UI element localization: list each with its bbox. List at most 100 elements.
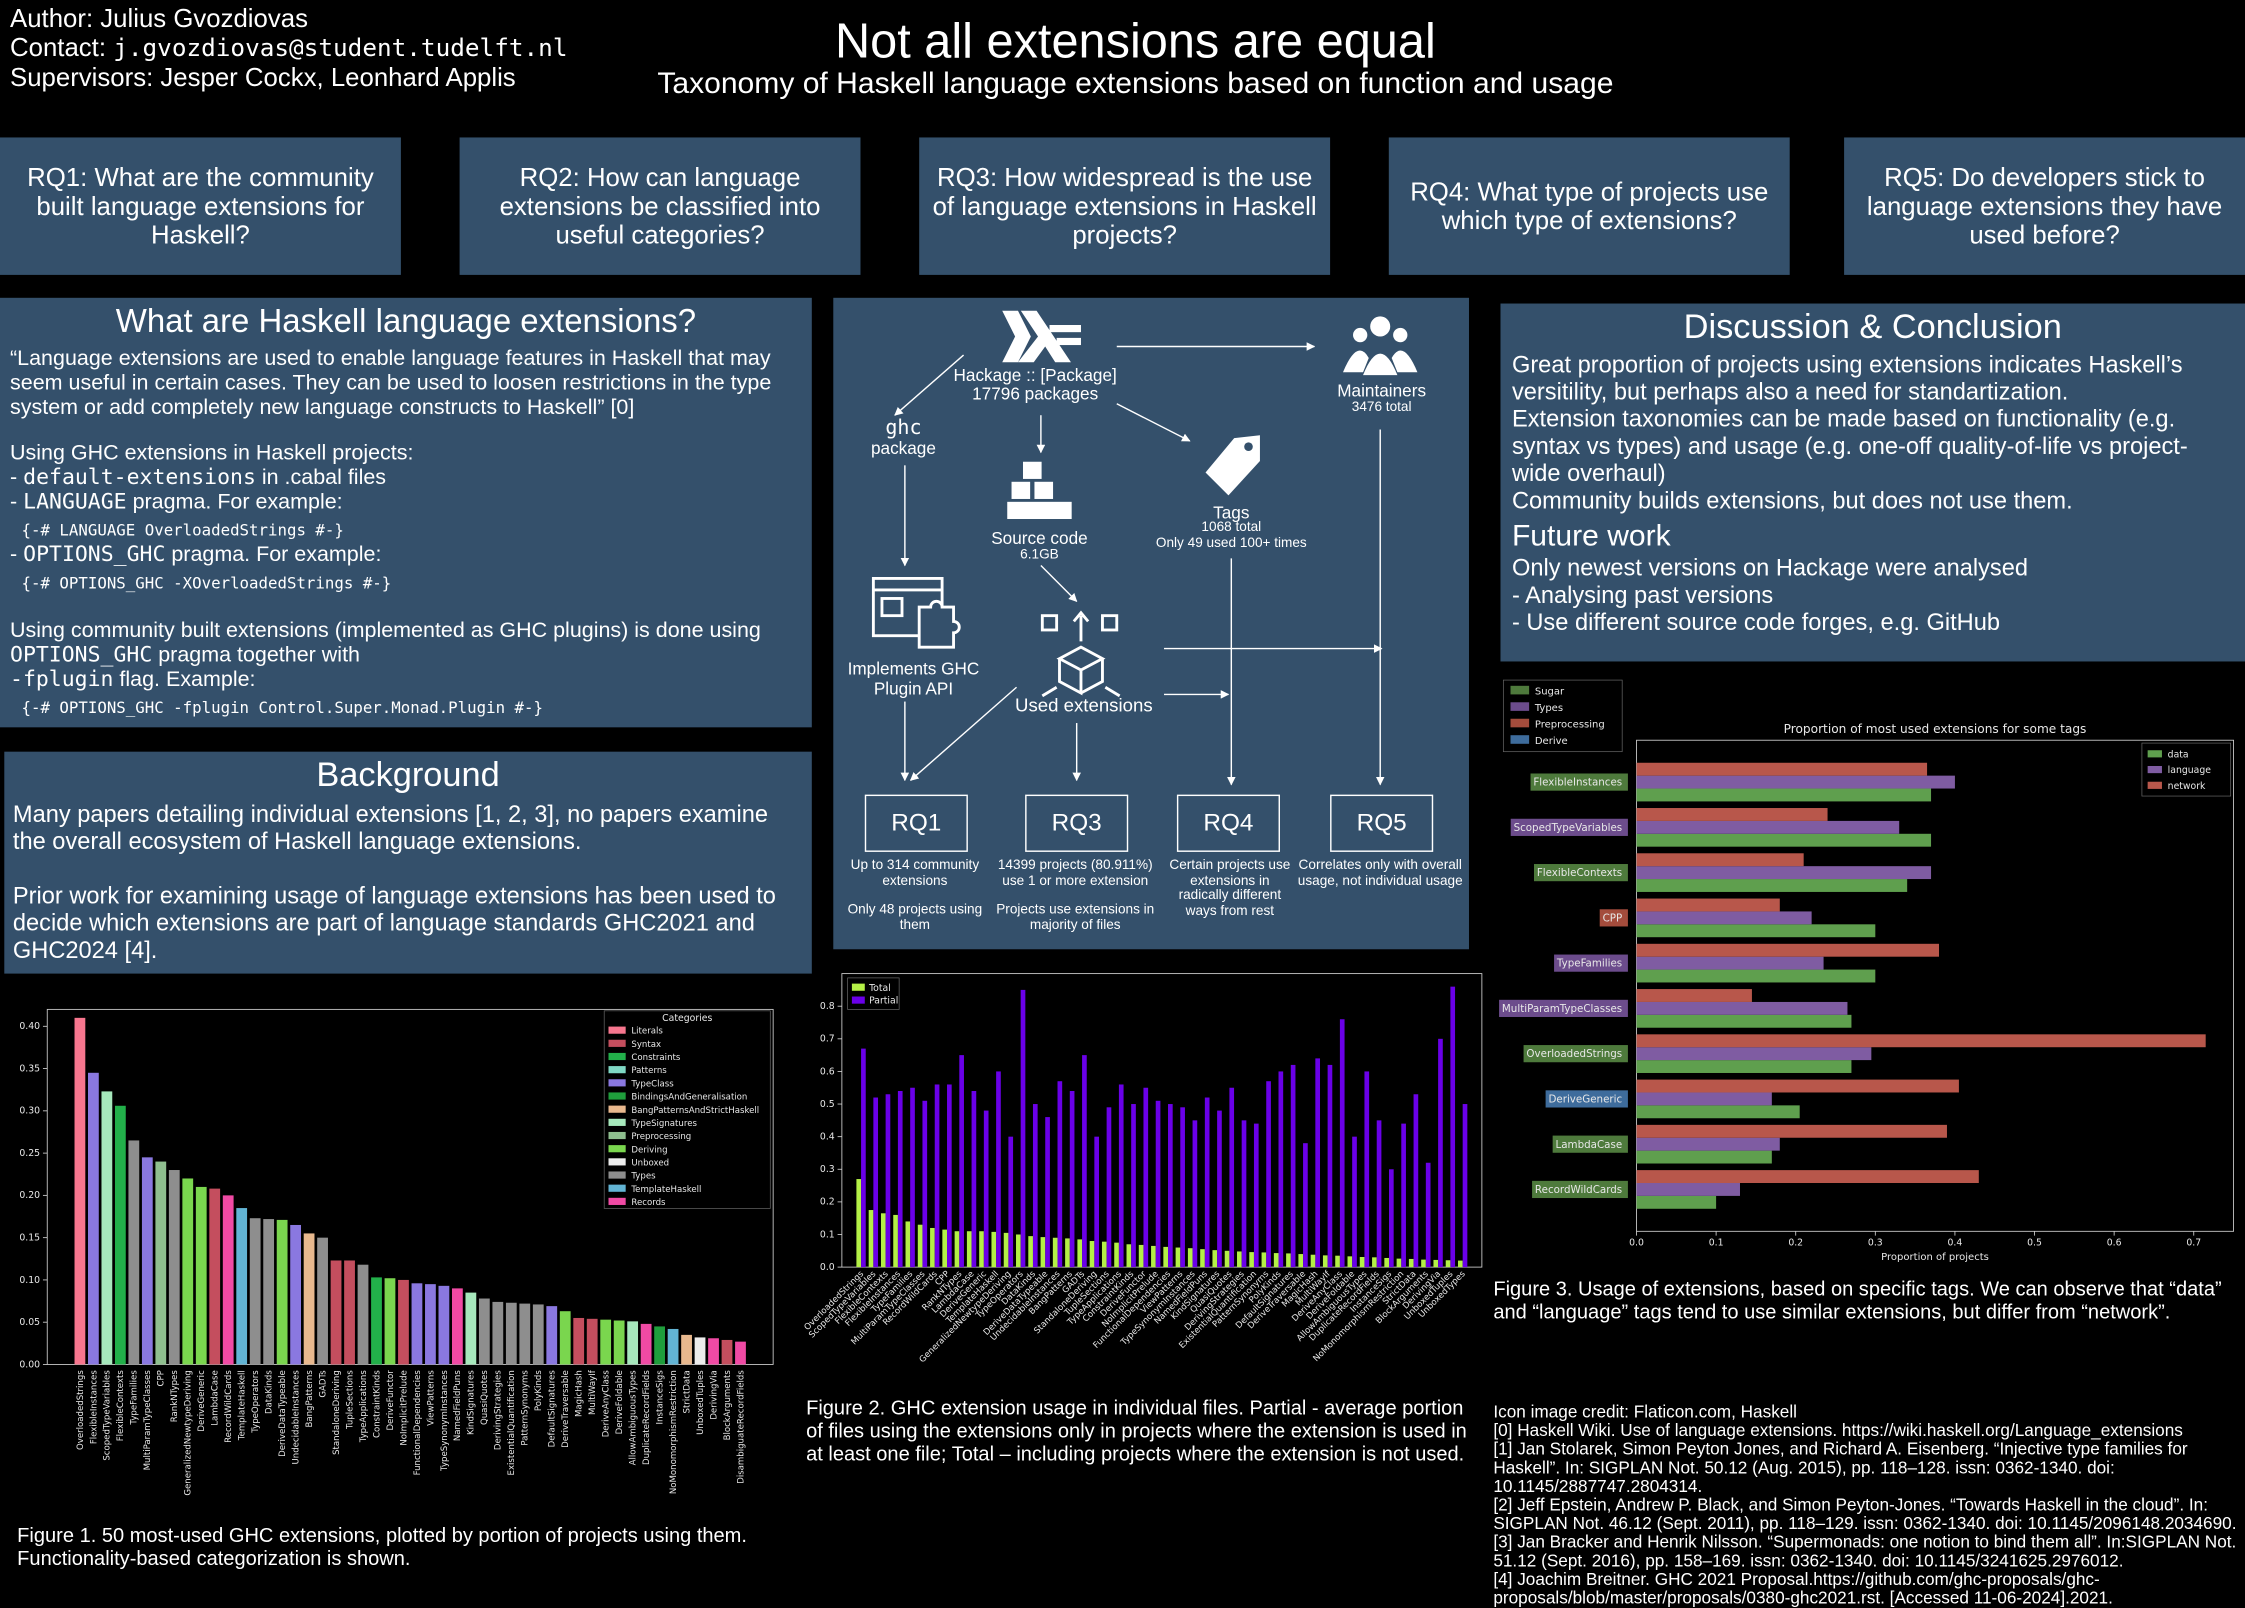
y-tick-label-bg — [1554, 954, 1628, 972]
bar — [195, 1186, 207, 1365]
node-label: Source code — [991, 528, 1088, 549]
author-block: Author: Julius Gvozdiovas Contact: j.gvo… — [10, 4, 567, 91]
bar — [983, 1110, 989, 1268]
list-item: - default-extensions in .cabal files — [10, 465, 802, 490]
text-fragment — [880, 597, 904, 618]
y-tick-label: 0.1 — [820, 1229, 835, 1240]
bar — [966, 1231, 972, 1268]
bar — [600, 1319, 612, 1365]
list-item: - OPTIONS_GHC pragma. For example: — [10, 541, 802, 567]
y-tick-label: LambdaCase — [1556, 1139, 1623, 1151]
bar — [1266, 1081, 1271, 1268]
text-fragment: Great proportion of projects using exten… — [1500, 352, 2245, 637]
legend-label: network — [2168, 781, 2206, 792]
inline-code: OPTIONS_GHC — [10, 641, 153, 668]
x-tick-label: RankNTypes — [170, 1370, 180, 1423]
text-fragment — [1033, 480, 1055, 501]
bar — [1273, 1253, 1279, 1268]
bar — [1008, 1136, 1014, 1268]
text: Using GHC extensions in Haskell projects… — [10, 440, 414, 466]
x-tick-label: UnboxedTuples — [696, 1370, 706, 1435]
legend-label: language — [2168, 765, 2212, 776]
bar — [1290, 1064, 1296, 1268]
x-tick-label: DeriveAnyClass — [602, 1370, 612, 1438]
legend-swatch — [851, 996, 865, 1004]
bar — [1126, 1244, 1132, 1268]
bar — [398, 1279, 409, 1365]
legend-label: Deriving — [631, 1145, 667, 1155]
bar — [1636, 989, 1752, 1002]
y-tick-label: CPP — [1603, 912, 1623, 924]
bar — [411, 1283, 423, 1365]
x-tick-label: BlockArguments — [723, 1370, 733, 1441]
x-tick-label: 0.2 — [1788, 1238, 1803, 1249]
legend-label: BangPatternsAndStrictHaskell — [631, 1106, 759, 1116]
legend-label: Derive — [1535, 736, 1568, 747]
bar — [1636, 956, 1824, 970]
bar — [290, 1224, 302, 1365]
bar — [1315, 1058, 1321, 1268]
legend-swatch — [1510, 685, 1530, 695]
legend-swatch — [608, 1026, 626, 1034]
bar — [708, 1338, 719, 1365]
y-tick-label: 0.00 — [19, 1359, 40, 1370]
bar — [276, 1219, 288, 1365]
bar — [1082, 1055, 1087, 1268]
bar — [667, 1328, 679, 1365]
bar — [532, 1304, 544, 1365]
text-fragment — [1010, 480, 1032, 501]
bar — [1322, 1255, 1328, 1268]
bar — [979, 1231, 984, 1268]
bar — [873, 1097, 879, 1268]
research-question: RQ5: Do developers stick to language ext… — [1844, 137, 2245, 275]
legend-swatch — [1510, 702, 1530, 711]
diagram-arrows — [894, 342, 1385, 786]
author: Author: Julius Gvozdiovas — [10, 4, 308, 33]
bar — [1229, 1087, 1235, 1268]
inline-code: OPTIONS_GHC — [23, 541, 166, 567]
legend-label: TypeClass — [630, 1079, 674, 1089]
node-sub: 17796 packages — [972, 383, 1099, 404]
legend-swatch — [608, 1092, 626, 1100]
y-tick-label: 0.7 — [820, 1034, 835, 1045]
bar — [1237, 1251, 1242, 1268]
inline-code: LANGUAGE — [23, 488, 127, 515]
x-tick-label: GeneralizedNewtypeDeriving — [184, 1370, 194, 1495]
x-tick-label: CPP — [157, 1370, 167, 1386]
bar — [249, 1218, 261, 1365]
axes-frame — [46, 1008, 774, 1365]
bar — [613, 1320, 625, 1365]
bar — [1052, 1237, 1058, 1268]
legend-box — [603, 1010, 771, 1209]
y-tick-label: 0.40 — [19, 1021, 40, 1032]
x-tick-label: NoImplicitPrelude — [399, 1370, 409, 1445]
bar — [1359, 1256, 1365, 1268]
research-question: RQ3: How widespread is the use of langua… — [919, 137, 1331, 275]
legend-swatch — [608, 1158, 626, 1166]
bar — [222, 1195, 234, 1365]
bar — [1118, 1084, 1124, 1268]
x-tick-label: AllowAmbiguousTypes — [629, 1370, 639, 1466]
y-tick-label-bg — [1599, 909, 1628, 927]
bar — [1636, 788, 1932, 802]
bar — [922, 1100, 928, 1268]
bar — [1401, 1123, 1406, 1268]
bar — [1040, 1237, 1046, 1268]
bar — [88, 1072, 99, 1365]
y-tick-label-bg — [1523, 1045, 1628, 1063]
node-sub: 1068 total — [1201, 519, 1262, 536]
x-tick-label: StandaloneDeriving — [332, 1370, 342, 1455]
legend-swatch — [608, 1039, 626, 1047]
text-fragment: in .cabal files — [255, 465, 387, 490]
bar — [465, 1292, 477, 1365]
bar — [880, 1213, 886, 1268]
bar — [1636, 924, 1876, 938]
legend-label: BindingsAndGeneralisation — [631, 1093, 747, 1103]
reference: [3] Jan Bracker and Henrik Nilsson. “Sup… — [1493, 1531, 2237, 1571]
x-tick-label: DeriveGeneric — [197, 1370, 207, 1432]
text-fragment — [1021, 460, 1044, 481]
x-tick-label: NamedFieldPuns — [453, 1370, 463, 1441]
bar — [735, 1341, 746, 1365]
